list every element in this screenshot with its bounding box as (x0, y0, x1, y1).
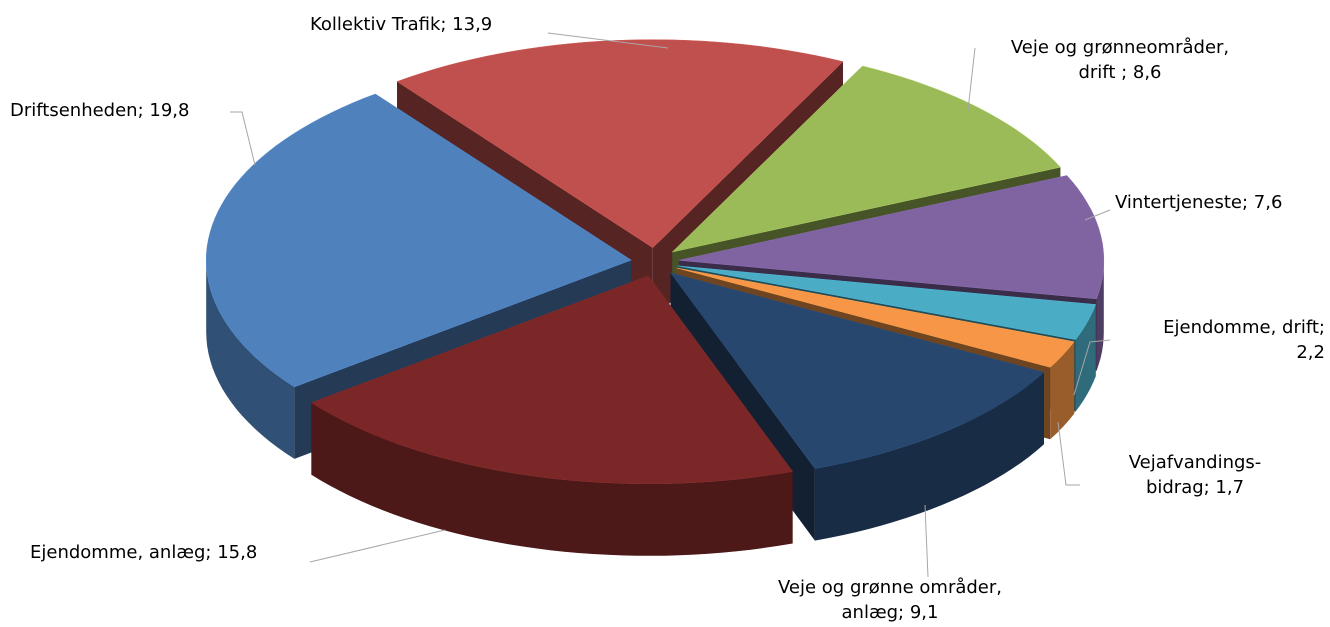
data-label-line: Veje og grønne områder, (778, 577, 1002, 598)
slice-wall (311, 402, 793, 556)
leader-line (1073, 339, 1111, 396)
data-label-line: Ejendomme, anlæg; 15,8 (30, 542, 258, 563)
data-label: Veje og grønne områder, anlæg; 9,1 (778, 575, 1002, 625)
slice-wall (1096, 260, 1104, 371)
leader-line (1057, 421, 1080, 486)
data-label: Ejendomme, drift; 2,2 (1163, 315, 1325, 365)
slice-wall (1050, 341, 1075, 440)
leader-line (547, 32, 669, 49)
slice (671, 65, 1061, 253)
data-label: Kollektiv Trafik; 13,9 (310, 12, 492, 37)
slice (310, 275, 794, 485)
leader-line (924, 504, 929, 578)
slice (676, 267, 1075, 368)
leader-line (1084, 209, 1111, 221)
data-label-line: Driftsenheden; 19,8 (10, 100, 190, 121)
slice-wall (206, 260, 295, 459)
data-label-line: Kollektiv Trafik; 13,9 (310, 14, 493, 35)
data-label-line: Vejafvandings- (1128, 452, 1262, 473)
slice (678, 175, 1105, 300)
data-label-line: Veje og grønneområder, (1010, 37, 1230, 58)
leader-line (230, 111, 256, 166)
data-label: Veje og grønneområder, drift ; 8,6 (1011, 35, 1229, 85)
slice (669, 272, 1045, 469)
data-label-line: 2,2 (1296, 342, 1325, 363)
data-label: Vejafvandings-bidrag; 1,7 (1129, 450, 1262, 500)
data-label: Vintertjeneste; 7,6 (1115, 190, 1282, 215)
data-label: Ejendomme, anlæg; 15,8 (30, 540, 257, 565)
data-label-line: Ejendomme, drift; (1163, 317, 1325, 338)
data-label-line: anlæg; 9,1 (841, 602, 939, 623)
data-label: Driftsenheden; 19,8 (10, 98, 189, 123)
data-label-line: drift ; 8,6 (1078, 62, 1162, 83)
data-label-line: Vintertjeneste; 7,6 (1115, 192, 1283, 213)
leader-line (309, 529, 446, 563)
data-label-line: bidrag; 1,7 (1145, 477, 1245, 498)
slice-wall (814, 372, 1044, 541)
slice (678, 265, 1097, 340)
slice (205, 93, 632, 388)
leader-line (967, 47, 976, 111)
slice (396, 39, 844, 249)
